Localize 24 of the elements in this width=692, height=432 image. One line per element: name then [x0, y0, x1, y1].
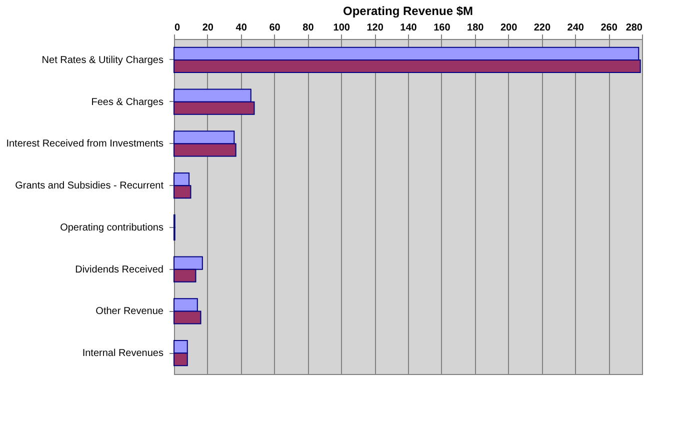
x-tick-label: 140 — [400, 22, 418, 34]
x-tick-label: 260 — [600, 22, 618, 34]
y-tick-label: Interest Received from Investments — [6, 138, 164, 150]
y-tick-label: Other Revenue — [96, 306, 164, 318]
x-tick-label: 100 — [333, 22, 350, 34]
x-tick-label: 80 — [302, 22, 314, 34]
y-tick-label: Net Rates & Utility Charges — [42, 54, 164, 66]
x-tick-label: 200 — [500, 22, 518, 34]
x-tick-label: 160 — [434, 22, 451, 34]
x-tick-label: 120 — [366, 22, 384, 34]
y-tick-label: Fees & Charges — [91, 96, 164, 108]
x-tick-label: 280 — [626, 22, 643, 34]
x-tick-label: 0 — [174, 22, 180, 34]
x-tick-label: 20 — [202, 22, 214, 34]
x-tick-label: 40 — [236, 22, 248, 34]
chart-title: Operating Revenue $M — [342, 4, 474, 18]
x-tick-label: 60 — [269, 22, 281, 34]
y-tick-label: Grants and Subsidies - Recurrent — [15, 180, 164, 192]
x-tick-label: 220 — [534, 22, 551, 34]
x-tick-label: 180 — [467, 22, 484, 34]
y-tick-label: Dividends Received — [75, 264, 164, 276]
y-tick-label: Operating contributions — [60, 222, 164, 234]
y-tick-label: Internal Revenues — [82, 348, 164, 360]
x-tick-label: 240 — [567, 22, 584, 34]
